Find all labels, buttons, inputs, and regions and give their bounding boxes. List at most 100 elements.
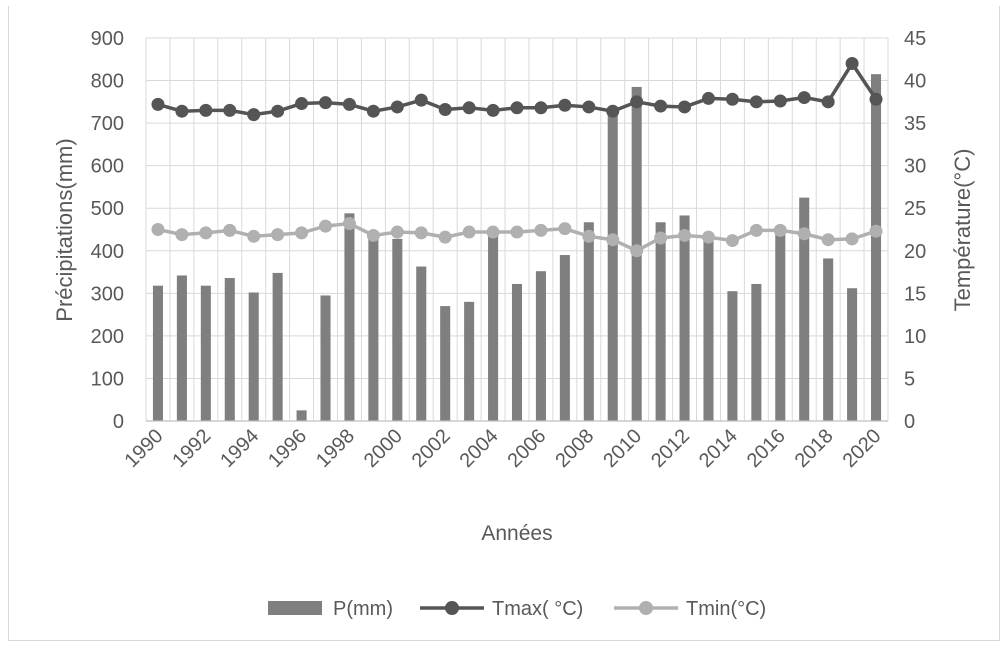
bar-2011 (655, 222, 666, 421)
x-tick-label: 2002 (408, 425, 455, 472)
point-Tmax( °C)-1996 (295, 97, 309, 111)
point-Tmin(°C)-1990 (151, 223, 165, 236)
bar-2004 (488, 233, 499, 421)
point-Tmin(°C)-2012 (678, 228, 692, 242)
bar-2018 (823, 258, 834, 421)
bar-2012 (679, 215, 690, 421)
point-Tmax( °C)-2005 (510, 101, 524, 115)
precipitation-bars (152, 74, 882, 421)
right-tick-label: 15 (904, 283, 926, 305)
point-Tmax( °C)-1998 (342, 97, 356, 111)
point-Tmin(°C)-2003 (462, 225, 476, 239)
point-Tmax( °C)-1999 (366, 104, 380, 118)
point-Tmin(°C)-1997 (319, 219, 333, 233)
bar-1992 (200, 285, 211, 421)
bar-2003 (464, 301, 475, 421)
bar-2014 (727, 291, 738, 421)
point-Tmin(°C)-2019 (845, 232, 859, 246)
point-Tmax( °C)-2000 (390, 100, 404, 114)
bar-2008 (583, 222, 594, 421)
right-tick-label: 5 (904, 368, 915, 390)
point-Tmin(°C)-2005 (510, 225, 524, 239)
chart-frame (8, 6, 1000, 641)
x-tick-label: 2006 (503, 425, 550, 472)
point-Tmin(°C)-2006 (534, 223, 548, 237)
right-tick-label: 10 (904, 326, 926, 348)
bar-1996 (296, 410, 307, 421)
bar-1990 (152, 285, 163, 421)
bar-2000 (392, 238, 403, 421)
point-Tmax( °C)-1992 (199, 103, 213, 117)
bar-2017 (799, 197, 810, 421)
point-Tmax( °C)-1993 (223, 103, 237, 117)
point-Tmax( °C)-2008 (582, 100, 596, 114)
bar-2007 (559, 255, 570, 421)
left-axis-title: Précipitations(mm) (52, 138, 77, 321)
point-Tmin(°C)-1992 (199, 226, 213, 240)
point-Tmax( °C)-2011 (654, 99, 668, 113)
left-tick-label: 200 (91, 326, 124, 348)
point-Tmin(°C)-2001 (414, 226, 428, 240)
point-Tmin(°C)-1999 (366, 228, 380, 242)
point-Tmax( °C)-2002 (438, 102, 452, 116)
point-Tmax( °C)-2020 (869, 92, 883, 106)
right-tick-label: 40 (904, 71, 926, 93)
x-tick-label: 1996 (264, 425, 311, 472)
point-Tmin(°C)-2010 (630, 244, 644, 258)
point-Tmax( °C)-2014 (725, 92, 739, 106)
left-tick-label: 100 (91, 368, 124, 390)
point-Tmin(°C)-1995 (271, 228, 285, 242)
point-Tmax( °C)-1991 (175, 104, 189, 118)
point-Tmin(°C)-2007 (558, 222, 572, 236)
x-tick-label: 2000 (360, 425, 407, 472)
point-Tmin(°C)-1991 (175, 228, 189, 242)
bar-2009 (607, 108, 618, 421)
point-Tmax( °C)-1997 (319, 96, 333, 110)
right-tick-label: 20 (904, 241, 926, 263)
point-Tmin(°C)-2016 (773, 223, 787, 237)
x-tick-label: 2012 (647, 425, 694, 472)
bar-2005 (511, 283, 523, 421)
bar-1991 (176, 275, 187, 421)
point-Tmin(°C)-1996 (295, 226, 309, 240)
point-Tmax( °C)-2003 (462, 101, 476, 115)
point-Tmin(°C)-2014 (725, 234, 739, 248)
point-Tmin(°C)-2011 (654, 231, 668, 245)
point-Tmin(°C)-2004 (486, 225, 500, 239)
x-tick-label: 2016 (743, 425, 790, 472)
point-Tmax( °C)-2013 (701, 91, 715, 105)
right-tick-label: 0 (904, 411, 915, 433)
x-tick-label: 1998 (312, 425, 359, 472)
point-Tmin(°C)-2000 (390, 225, 404, 239)
x-axis-title: Années (481, 522, 552, 545)
point-Tmax( °C)-2016 (773, 94, 787, 108)
right-tick-label: 45 (904, 28, 926, 50)
right-tick-label: 25 (904, 198, 926, 220)
point-Tmax( °C)-1994 (247, 108, 261, 122)
point-Tmin(°C)-1998 (342, 217, 356, 231)
left-tick-label: 800 (91, 71, 124, 93)
point-Tmin(°C)-2018 (821, 233, 835, 247)
right-axis-title: Température(°C) (950, 149, 975, 312)
legend-swatch-precip (268, 601, 322, 615)
bar-2019 (847, 288, 858, 421)
legend-label-tmax: Tmax( °C) (492, 598, 583, 620)
x-tick-label: 2008 (551, 425, 598, 472)
bar-1999 (368, 231, 379, 421)
legend: P(mm) Tmax( °C) Tmin(°C) (268, 598, 766, 620)
point-Tmax( °C)-2018 (821, 95, 835, 109)
grid-lines (145, 37, 889, 422)
x-tick-label: 2014 (695, 425, 742, 472)
point-Tmax( °C)-2012 (678, 100, 692, 114)
bar-2013 (703, 233, 714, 421)
point-Tmin(°C)-2002 (438, 230, 452, 244)
left-tick-label: 300 (91, 283, 124, 305)
bar-2016 (775, 231, 786, 421)
point-Tmin(°C)-2009 (606, 233, 620, 247)
x-tick-label: 1992 (168, 425, 215, 472)
x-tick-label: 2018 (791, 425, 838, 472)
point-Tmax( °C)-2010 (630, 95, 644, 109)
left-tick-label: 900 (91, 28, 124, 50)
bar-1993 (224, 278, 235, 421)
point-Tmax( °C)-2017 (797, 91, 811, 105)
